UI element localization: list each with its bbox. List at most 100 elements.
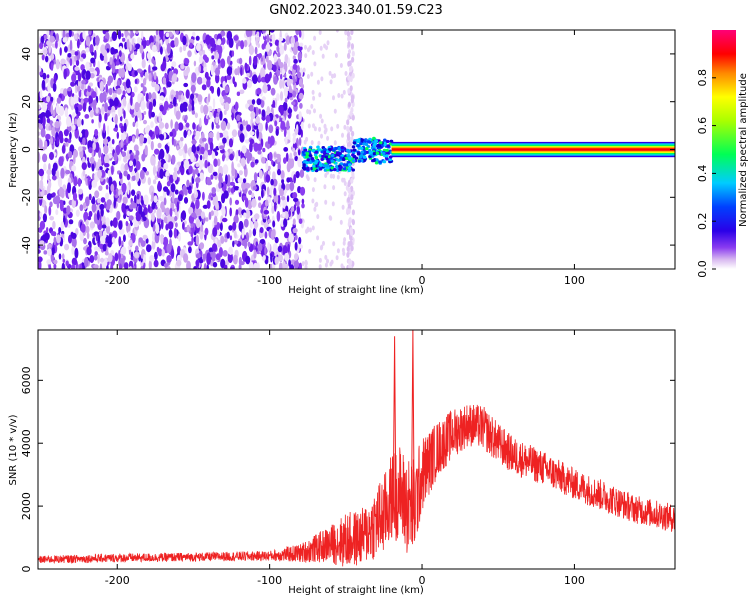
noise-cell [94,49,97,60]
noise-cell [118,236,122,247]
noise-cell [294,128,299,136]
noise-cell [229,235,233,241]
noise-cell [183,197,189,204]
noise-cell [348,35,352,41]
noise-cell [283,42,287,51]
noise-cell [169,207,173,218]
noise-cell [108,176,113,188]
noise-cell [200,146,205,155]
noise-cell [233,81,237,88]
noise-cell [173,138,176,147]
noise-cell [246,156,250,164]
y-tick-label: 20 [20,95,33,109]
noise-cell [38,168,45,177]
snr-xlabel: Height of straight line (km) [288,585,424,596]
noise-cell [261,156,266,164]
noise-cell [341,204,345,210]
noise-cell [276,52,281,58]
noise-cell [124,30,129,38]
noise-cell [188,165,193,175]
noise-cell [351,114,355,121]
noise-cell [202,54,208,61]
noise-cell [99,257,105,263]
noise-cell [89,109,94,118]
noise-cell [292,55,296,60]
noise-cell [91,202,97,213]
noise-cell [69,131,72,140]
signal-cell [356,152,361,156]
noise-cell [53,263,57,269]
noise-cell [318,92,322,98]
noise-cell [53,236,57,246]
noise-cell [258,53,262,58]
noise-cell [246,124,252,132]
noise-cell [285,35,291,45]
noise-cell [121,33,124,38]
noise-cell [50,136,53,146]
noise-cell [220,258,226,269]
noise-cell [260,57,264,62]
noise-cell [157,142,162,149]
noise-cell [278,262,283,269]
noise-cell [256,128,259,139]
noise-cell [244,197,249,208]
noise-cell [173,197,180,203]
noise-cell [212,98,216,109]
noise-cell [112,230,118,239]
noise-cell [186,179,190,188]
noise-cell [171,154,176,165]
noise-cell [86,232,90,240]
noise-cell [202,77,207,84]
noise-cell [283,73,287,78]
noise-cell [50,96,54,102]
noise-cell [265,121,268,131]
noise-cell [222,164,229,175]
noise-cell [292,227,298,234]
noise-cell [247,241,251,247]
noise-cell [49,201,53,208]
noise-cell [342,89,346,95]
noise-cell [189,42,193,48]
noise-cell [155,30,159,36]
noise-cell [122,90,126,96]
x-tick-label: 100 [564,274,585,287]
noise-cell [252,74,258,85]
noise-cell [326,40,330,46]
noise-cell [166,189,170,196]
noise-cell [284,252,290,262]
noise-cell [225,174,228,185]
noise-cell [46,117,51,124]
noise-cell [159,168,164,179]
noise-cell [179,30,186,33]
noise-cell [163,216,168,224]
noise-cell [50,53,55,60]
signal-cell [388,157,393,162]
noise-cell [337,93,341,98]
noise-cell [289,79,294,84]
noise-cell [79,132,83,138]
noise-cell [52,82,57,92]
noise-cell [286,120,290,131]
noise-cell [171,76,175,82]
noise-cell [294,241,298,251]
y-tick-label: 0 [20,146,33,153]
noise-cell [160,218,164,230]
noise-cell [299,186,306,196]
noise-cell [105,217,110,227]
noise-cell [349,66,353,73]
noise-cell [148,72,152,82]
noise-cell [351,171,355,178]
noise-cell [91,179,98,188]
noise-cell [351,130,355,137]
noise-cell [314,202,318,208]
noise-cell [88,147,93,154]
noise-cell [104,257,108,267]
noise-cell [202,204,208,209]
noise-cell [71,257,78,266]
noise-cell [238,264,242,269]
noise-cell [279,188,284,197]
noise-cell [73,33,78,40]
noise-cell [99,203,105,210]
noise-cell [175,110,181,120]
